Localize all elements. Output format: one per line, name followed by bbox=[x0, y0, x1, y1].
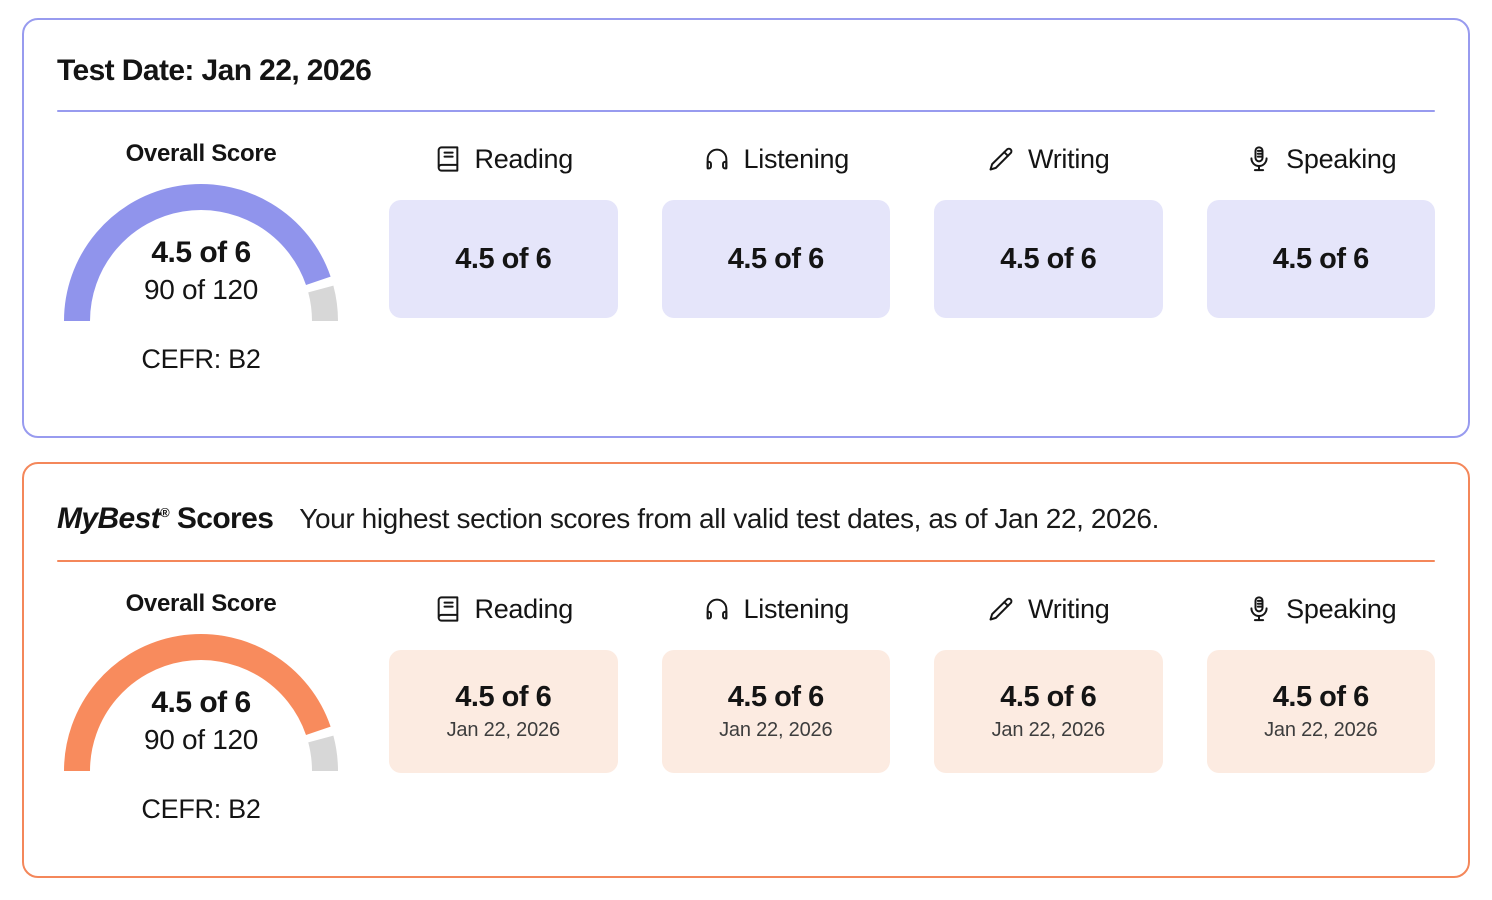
score-tile: 4.5 of 6 Jan 22, 2026 bbox=[1206, 650, 1435, 773]
section-header: Speaking bbox=[1207, 140, 1436, 178]
score-row: Overall Score 4.5 of 6 90 of 120 CEFR: B… bbox=[57, 140, 1435, 375]
section-label: Writing bbox=[1028, 593, 1110, 624]
section-score: 4.5 of 6 bbox=[727, 242, 824, 275]
section-header: Reading bbox=[389, 140, 618, 178]
section-score: 4.5 of 6 bbox=[727, 681, 824, 713]
overall-score-block: Overall Score 4.5 of 6 90 of 120 CEFR: B… bbox=[57, 590, 345, 825]
overall-scaled-score: 90 of 120 bbox=[143, 274, 259, 305]
section-label: Listening bbox=[743, 143, 850, 174]
section-score: 4.5 of 6 bbox=[1272, 242, 1369, 275]
score-tile: 4.5 of 6 Jan 22, 2026 bbox=[389, 650, 618, 773]
mybest-brand: MyBest bbox=[57, 502, 161, 535]
section-column-writing: Writing 4.5 of 6 Jan 22, 2026 bbox=[934, 590, 1163, 773]
section-score: 4.5 of 6 bbox=[1272, 681, 1369, 713]
section-label: Reading bbox=[474, 593, 574, 624]
section-score: 4.5 of 6 bbox=[1000, 681, 1097, 713]
gauge-arc bbox=[64, 184, 338, 322]
section-label: Listening bbox=[743, 593, 850, 624]
section-score: 4.5 of 6 bbox=[455, 242, 552, 275]
overall-score-block: Overall Score 4.5 of 6 90 of 120 CEFR: B… bbox=[57, 140, 345, 375]
overall-score-label: Overall Score bbox=[125, 590, 277, 617]
section-score: 4.5 of 6 bbox=[1000, 242, 1097, 275]
gauge-fill-arc bbox=[64, 634, 331, 772]
score-tile: 4.5 of 6 bbox=[389, 200, 618, 318]
section-label: Speaking bbox=[1286, 143, 1397, 174]
mybest-header: MyBest® Scores Your highest section scor… bbox=[57, 502, 1435, 536]
microphone-icon bbox=[1245, 595, 1273, 623]
section-column-reading: Reading 4.5 of 6 bbox=[389, 140, 618, 318]
section-score-date: Jan 22, 2026 bbox=[991, 719, 1105, 741]
section-score-date: Jan 22, 2026 bbox=[1264, 719, 1378, 741]
test-date-title: Test Date: Jan 22, 2026 bbox=[57, 54, 372, 87]
score-tile: 4.5 of 6 bbox=[1206, 200, 1435, 318]
card-divider bbox=[57, 560, 1435, 562]
section-header: Listening bbox=[662, 140, 891, 178]
section-score: 4.5 of 6 bbox=[455, 681, 552, 713]
cefr-level: CEFR: B2 bbox=[141, 794, 261, 824]
headphones-icon bbox=[703, 145, 731, 173]
book-icon bbox=[434, 595, 462, 623]
headphones-icon bbox=[703, 595, 731, 623]
card-divider bbox=[57, 110, 1435, 112]
mybest-title: MyBest® Scores bbox=[57, 502, 274, 536]
mybest-title-rest: Scores bbox=[169, 502, 274, 535]
overall-band-score: 4.5 of 6 bbox=[151, 686, 251, 719]
overall-band-score: 4.5 of 6 bbox=[151, 236, 251, 269]
overall-scaled-score: 90 of 120 bbox=[143, 724, 259, 755]
overall-score-gauge: 4.5 of 6 90 of 120 bbox=[61, 176, 341, 328]
section-column-speaking: Speaking 4.5 of 6 Jan 22, 2026 bbox=[1206, 590, 1436, 773]
section-column-speaking: Speaking 4.5 of 6 bbox=[1206, 140, 1436, 318]
score-tile: 4.5 of 6 Jan 22, 2026 bbox=[934, 650, 1163, 773]
section-header: Listening bbox=[662, 590, 891, 628]
section-column-listening: Listening 4.5 of 6 bbox=[661, 140, 891, 318]
score-tile: 4.5 of 6 Jan 22, 2026 bbox=[661, 650, 890, 773]
section-header: Writing bbox=[934, 590, 1163, 628]
section-header: Reading bbox=[389, 590, 618, 628]
gauge-text: 4.5 of 6 90 of 120 bbox=[61, 686, 341, 756]
section-header: Writing bbox=[934, 140, 1163, 178]
gauge-text: 4.5 of 6 90 of 120 bbox=[61, 236, 341, 306]
cefr-level: CEFR: B2 bbox=[141, 344, 261, 374]
section-label: Reading bbox=[474, 143, 574, 174]
section-label: Writing bbox=[1028, 143, 1110, 174]
test-date-card: Test Date: Jan 22, 2026 Overall Score 4.… bbox=[22, 18, 1470, 438]
score-tile: 4.5 of 6 bbox=[661, 200, 890, 318]
score-tile: 4.5 of 6 bbox=[934, 200, 1163, 318]
mybest-description: Your highest section scores from all val… bbox=[299, 503, 1159, 534]
book-icon bbox=[434, 145, 462, 173]
section-column-writing: Writing 4.5 of 6 bbox=[934, 140, 1163, 318]
gauge-rest-arc bbox=[308, 285, 338, 322]
section-column-listening: Listening 4.5 of 6 Jan 22, 2026 bbox=[661, 590, 891, 773]
microphone-icon bbox=[1245, 145, 1273, 173]
overall-score-label: Overall Score bbox=[125, 140, 277, 167]
score-row: Overall Score 4.5 of 6 90 of 120 CEFR: B… bbox=[57, 590, 1435, 825]
pencil-icon bbox=[987, 595, 1015, 623]
registered-mark: ® bbox=[160, 505, 170, 520]
section-score-date: Jan 22, 2026 bbox=[719, 719, 833, 741]
overall-score-gauge: 4.5 of 6 90 of 120 bbox=[61, 626, 341, 778]
section-column-reading: Reading 4.5 of 6 Jan 22, 2026 bbox=[389, 590, 618, 773]
gauge-rest-arc bbox=[308, 735, 338, 772]
section-score-date: Jan 22, 2026 bbox=[446, 719, 560, 741]
gauge-arc bbox=[64, 634, 338, 772]
section-header: Speaking bbox=[1207, 590, 1436, 628]
pencil-icon bbox=[987, 145, 1015, 173]
mybest-scores-card: MyBest® Scores Your highest section scor… bbox=[22, 462, 1470, 878]
section-label: Speaking bbox=[1286, 593, 1397, 624]
gauge-fill-arc bbox=[64, 184, 331, 322]
